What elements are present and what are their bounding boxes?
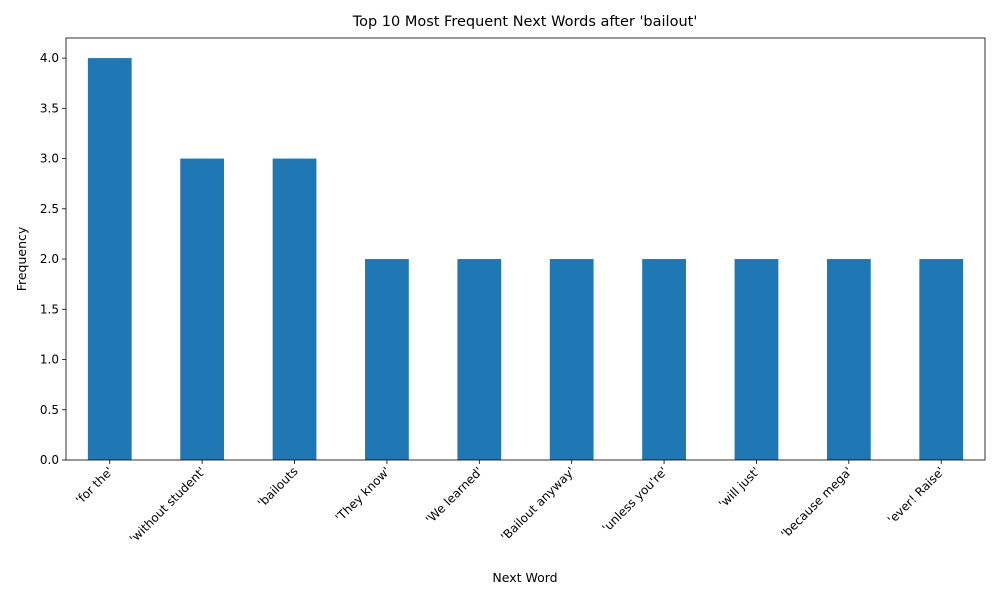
bar-3 [365,259,409,460]
plot-frame [65,37,986,461]
y-tick-label: 1.0 [40,353,59,367]
bars-group [87,58,964,461]
x-tick-label: 'Bailout anyway' [498,464,578,544]
x-axis-ticks: 'for the' 'without student' 'bailouts 'They… [73,460,947,546]
x-tick-label: 'We learned' [423,464,485,526]
y-tick-label: 3.0 [40,152,59,166]
y-tick-label: 3.5 [40,101,59,115]
x-tick-label: 'will just' [716,464,763,511]
y-tick-label: 0.5 [40,403,59,417]
x-tick-label: 'ever! Raise' [885,464,948,527]
bar-4 [457,259,502,460]
y-tick-label: 2.0 [40,252,59,266]
x-tick-label: 'without student' [127,464,209,546]
bar-1 [180,158,225,461]
bar-9 [919,259,964,460]
y-tick-label: 2.5 [40,202,59,216]
bar-8 [826,259,871,460]
x-tick-label: 'unless you're' [599,464,670,535]
bar-5 [549,259,594,460]
bar-7 [734,259,779,460]
bar-6 [642,259,686,460]
x-tick-label: 'for the' [73,464,116,507]
y-axis-ticks: 0.0 0.5 1.0 1.5 2.0 2.5 3.0 3.5 4.0 [40,51,66,467]
x-tick-label: 'They know' [333,464,393,524]
y-tick-label: 1.5 [40,302,59,316]
chart-title: Top 10 Most Frequent Next Words after 'b… [352,14,698,30]
x-tick-label: 'because mega' [778,464,855,541]
x-tick-label: 'bailouts [255,464,301,510]
y-axis-label: Frequency [14,226,29,291]
bar-0 [87,58,132,460]
y-tick-label: 4.0 [40,51,59,65]
bar-2 [272,158,317,461]
y-tick-label: 0.0 [40,453,59,467]
x-axis-label: Next Word [492,570,557,585]
